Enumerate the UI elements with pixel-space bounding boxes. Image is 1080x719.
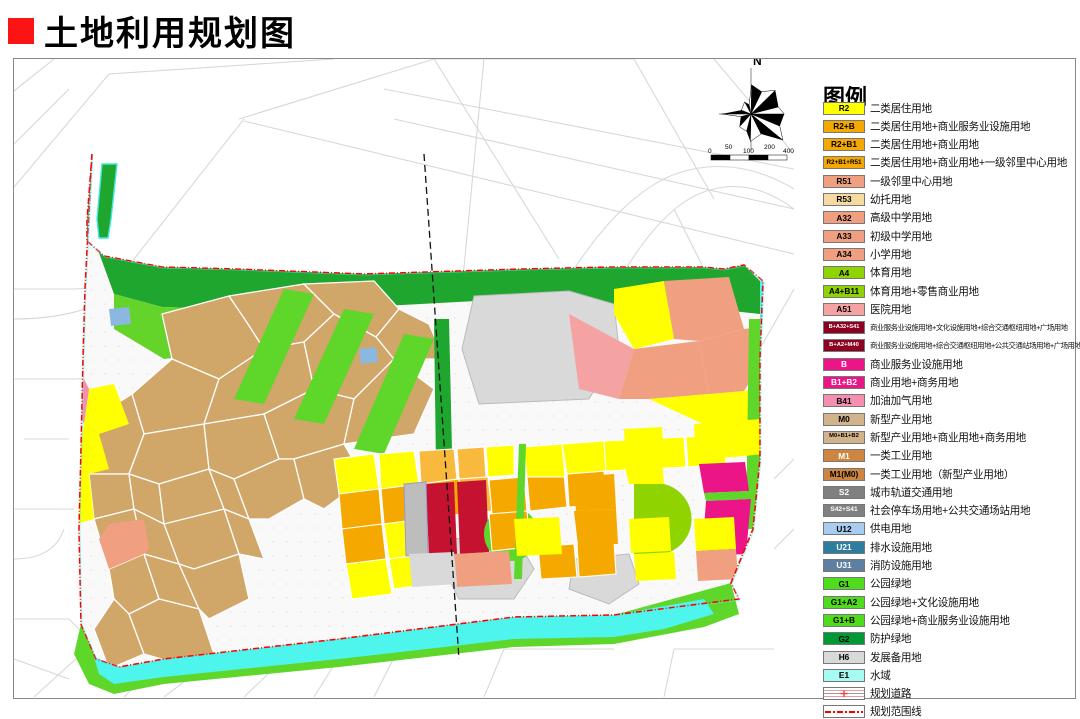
svg-text:100: 100 [743,148,754,155]
svg-text:N: N [753,59,762,68]
svg-text:200: 200 [764,144,775,151]
svg-text:50: 50 [725,144,733,151]
svg-text:400m: 400m [783,148,794,155]
svg-text:0: 0 [708,148,712,155]
